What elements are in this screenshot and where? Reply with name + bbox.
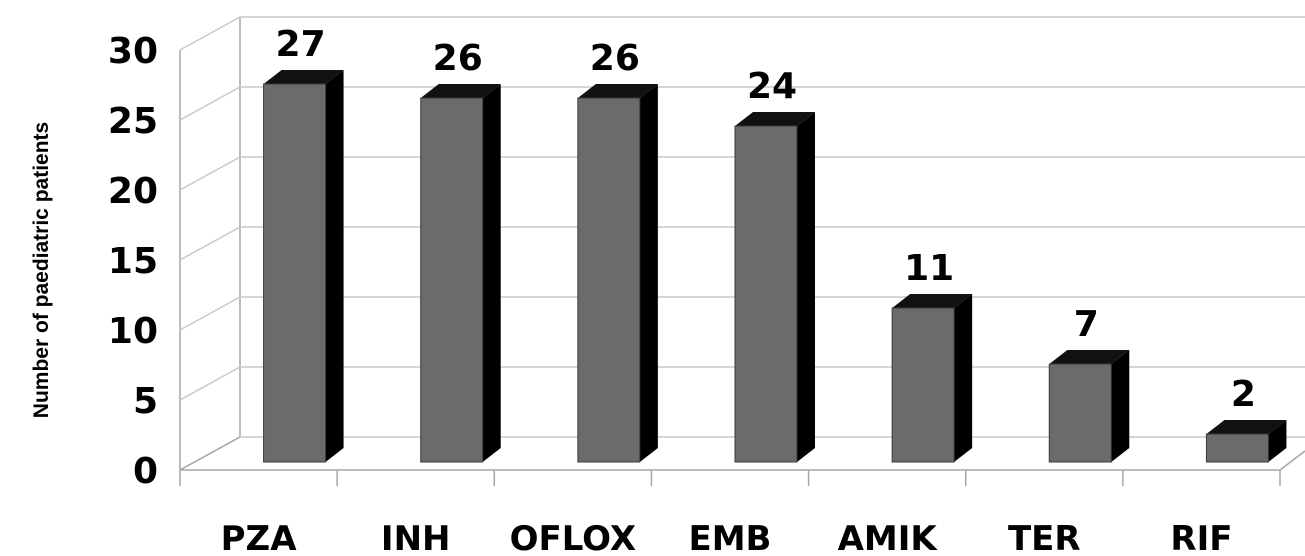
y-tick-label: 25 bbox=[108, 101, 158, 142]
bar-top bbox=[577, 84, 658, 98]
bar bbox=[1048, 363, 1112, 463]
bar-top bbox=[735, 112, 815, 126]
gridline-diagonal bbox=[179, 226, 241, 261]
bar-side bbox=[1111, 350, 1130, 462]
x-category-label: OFLOX bbox=[510, 519, 637, 556]
x-category-label: PZA bbox=[221, 519, 298, 556]
bar bbox=[577, 97, 641, 463]
gridline-diagonal bbox=[179, 366, 241, 401]
gridline-diagonal bbox=[179, 156, 241, 191]
x-category-label: INH bbox=[381, 519, 451, 556]
data-label: 26 bbox=[590, 38, 640, 79]
bar bbox=[1205, 433, 1269, 463]
y-tick-label: 30 bbox=[108, 31, 158, 72]
bar-top bbox=[1049, 350, 1130, 364]
bar-side bbox=[482, 84, 501, 462]
x-category-label: TER bbox=[1008, 519, 1081, 556]
y-tick-label: 20 bbox=[108, 171, 158, 212]
bar bbox=[420, 97, 484, 463]
x-category-label: AMIK bbox=[838, 519, 939, 556]
bar-side bbox=[954, 294, 973, 462]
data-label: 2 bbox=[1231, 374, 1256, 415]
bar-side bbox=[325, 70, 344, 462]
data-label: 27 bbox=[276, 24, 326, 65]
bar-top bbox=[420, 84, 501, 98]
floor-right-edge bbox=[1279, 450, 1305, 471]
bar-side bbox=[639, 84, 658, 462]
gridline-diagonal bbox=[179, 86, 241, 121]
bars bbox=[263, 70, 1287, 463]
y-tick-label: 15 bbox=[108, 241, 158, 282]
data-labels: 27 26 26 24 11 7 2 bbox=[276, 24, 1256, 415]
category-axis bbox=[179, 436, 1305, 486]
floor-left-edge bbox=[179, 436, 241, 471]
y-tick-label: 0 bbox=[133, 451, 158, 492]
x-axis-category-labels: PZA INH OFLOX EMB AMIK TER RIF bbox=[221, 519, 1233, 556]
x-category-label: RIF bbox=[1170, 519, 1232, 556]
y-axis-tick-labels: 0 5 10 15 20 25 30 bbox=[108, 31, 158, 492]
data-label: 24 bbox=[747, 66, 797, 107]
gridline-diagonal bbox=[179, 16, 241, 51]
data-label: 26 bbox=[433, 38, 483, 79]
y-axis-title: Number of paediatric patients bbox=[30, 122, 53, 418]
data-label: 11 bbox=[904, 248, 954, 289]
y-tick-label: 5 bbox=[133, 381, 158, 422]
bar-top bbox=[892, 294, 973, 308]
bar bbox=[734, 125, 798, 463]
y-tick-label: 10 bbox=[108, 311, 158, 352]
bar-top bbox=[1206, 420, 1287, 434]
gridline-diagonal bbox=[179, 296, 241, 331]
bar-top bbox=[263, 70, 344, 84]
data-label: 7 bbox=[1074, 304, 1099, 345]
bar bbox=[891, 307, 955, 463]
bar bbox=[263, 83, 327, 463]
x-category-label: EMB bbox=[689, 519, 772, 556]
bar-side bbox=[797, 112, 815, 462]
